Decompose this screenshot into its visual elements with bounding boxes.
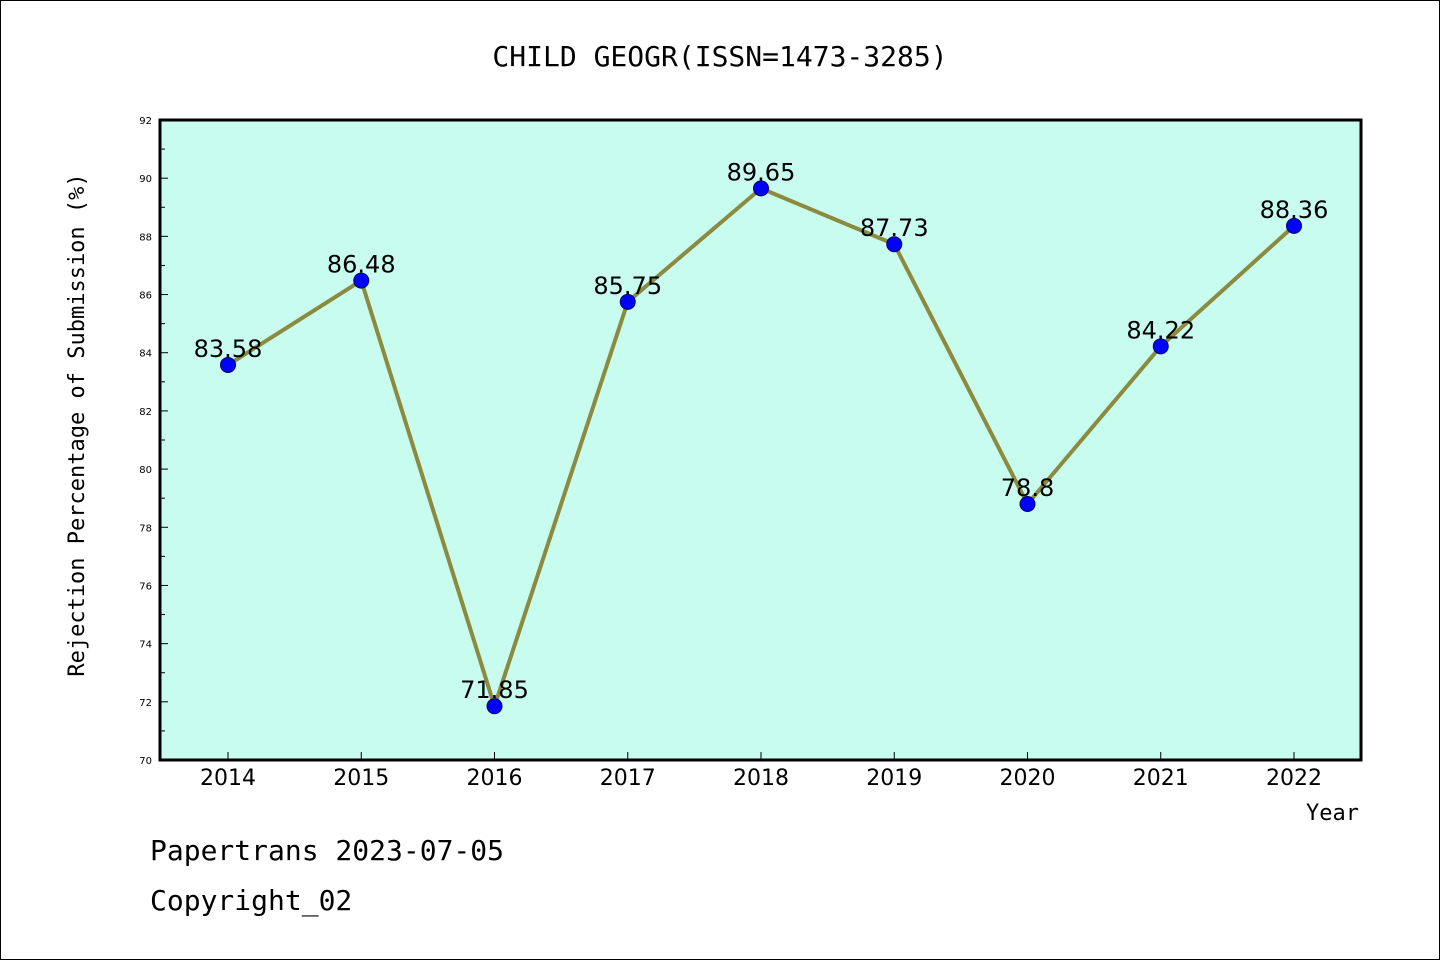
y-tick-label: 78	[139, 523, 152, 534]
data-point-marker	[1152, 338, 1169, 355]
data-point-marker	[1019, 496, 1036, 512]
y-tick-label: 74	[139, 640, 152, 651]
x-tick-label: 2020	[1000, 766, 1056, 791]
y-tick-label: 72	[139, 698, 152, 709]
data-point-marker	[486, 698, 503, 715]
y-axis-title: Rejection Percentage of Submission (%)	[65, 173, 90, 676]
x-tick-label: 2021	[1133, 766, 1189, 791]
data-point-marker	[886, 236, 903, 253]
data-label: 78.8	[1001, 474, 1054, 502]
data-label: 89.65	[727, 158, 796, 186]
x-tick-label: 2022	[1266, 766, 1322, 791]
y-tick-label: 86	[139, 291, 152, 302]
y-tick-label: 82	[139, 407, 152, 418]
x-tick-label: 2019	[866, 766, 922, 791]
data-label: 88.36	[1260, 196, 1329, 224]
data-label: 71.85	[460, 676, 529, 704]
x-axis: 2014 2015 2016 2017 2018 2019 2020 2021 2022	[200, 752, 1322, 791]
data-point-marker	[619, 293, 636, 310]
y-tick-label: 76	[139, 581, 152, 592]
data-label: 84.22	[1126, 316, 1195, 344]
data-label: 83.58	[194, 335, 263, 363]
data-label: 86.48	[327, 251, 396, 279]
x-tick-label: 2014	[200, 766, 256, 791]
x-tick-label: 2018	[733, 766, 789, 791]
data-labels-group: 83.58 86.48 71.85 85.75 89.65 87.73 78.8 84.22 8…	[194, 158, 1329, 704]
markers-group	[220, 180, 1302, 715]
y-axis: 70 72 74 76 78 80 82 84 86 88 90 92	[139, 116, 168, 767]
y-tick-label: 92	[139, 116, 152, 127]
x-axis-title: Year	[1306, 801, 1359, 826]
data-label: 87.73	[860, 214, 929, 242]
data-point-marker	[220, 356, 236, 373]
data-point-marker	[1286, 217, 1302, 234]
footer-date: Papertrans 2023-07-05	[150, 834, 505, 867]
plot-area	[158, 118, 1363, 762]
data-point-marker	[753, 180, 769, 197]
data-point-marker	[353, 272, 370, 289]
y-tick-label: 70	[139, 756, 152, 767]
x-tick-label: 2016	[467, 766, 523, 791]
chart-title: CHILD GEOGR(ISSN=1473-3285)	[492, 40, 947, 73]
data-label: 85.75	[593, 272, 662, 300]
y-tick-label: 88	[139, 232, 152, 243]
x-tick-label: 2015	[333, 766, 389, 791]
y-tick-label: 80	[139, 465, 152, 476]
x-tick-label: 2017	[600, 766, 656, 791]
y-tick-label: 90	[139, 174, 152, 185]
footer-copyright: Copyright_02	[150, 884, 353, 917]
y-tick-label: 84	[139, 349, 152, 360]
